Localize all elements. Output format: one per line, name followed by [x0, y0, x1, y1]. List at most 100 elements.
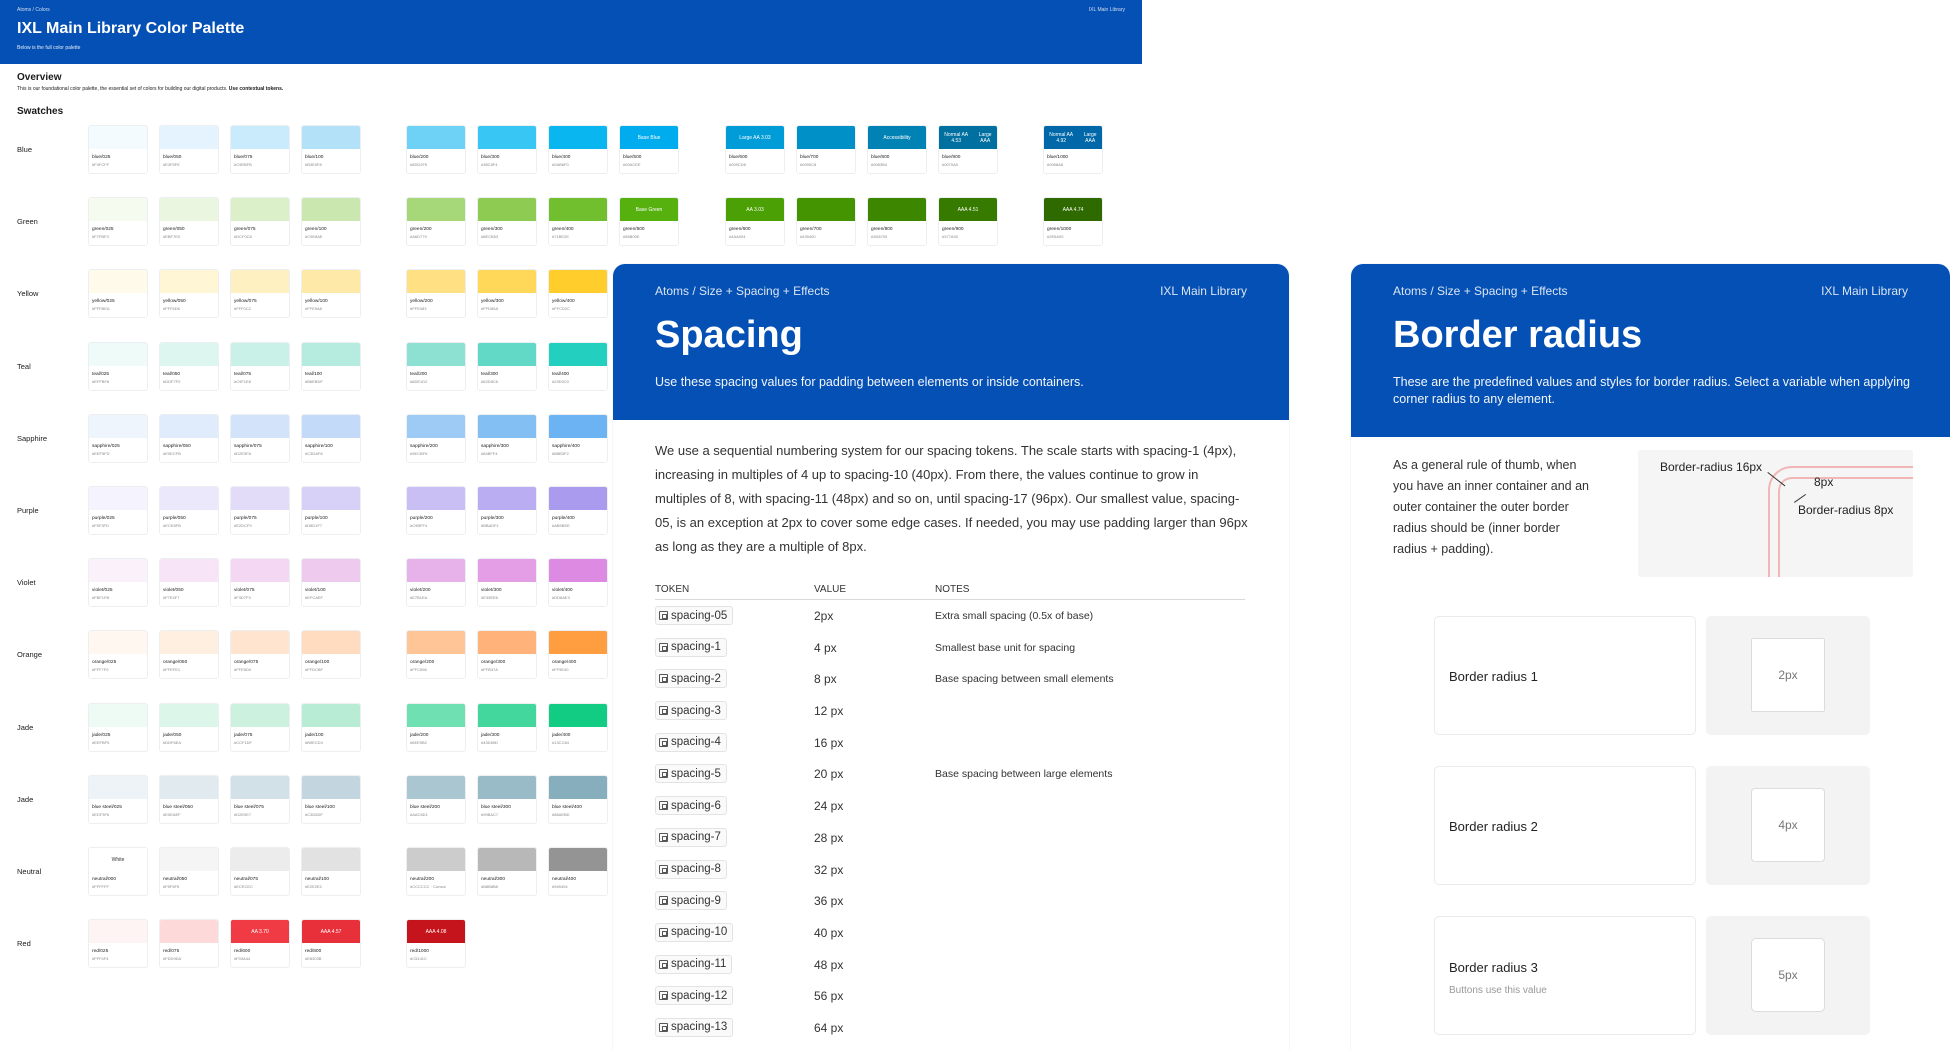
color-swatch[interactable]: violet/300 #E39EE6: [477, 558, 537, 608]
color-swatch[interactable]: teal/400 #23D0C0: [548, 341, 608, 391]
color-swatch[interactable]: blue/700 #0090C8: [796, 125, 856, 174]
color-swatch[interactable]: blue steel/100 #C3D6DF: [301, 774, 361, 824]
color-swatch[interactable]: violet/200 #E7B1EA: [406, 558, 466, 608]
color-swatch[interactable]: violet/075 #F3D7F3: [230, 558, 290, 608]
color-swatch[interactable]: sapphire/025 #EEF5FD: [88, 413, 148, 463]
color-swatch[interactable]: AAA 4.08 red/1000 #C5141C: [406, 919, 466, 969]
color-swatch[interactable]: sapphire/075 #D2E3FA: [230, 413, 290, 463]
breadcrumb[interactable]: Atoms / Size + Spacing + Effects: [655, 284, 830, 298]
color-swatch[interactable]: yellow/050 #FFF6D6: [159, 269, 219, 319]
color-swatch[interactable]: jade/050 #DDF6EA: [159, 702, 219, 752]
token-chip[interactable]: spacing-4: [655, 732, 727, 752]
color-swatch[interactable]: jade/300 #43D69D: [477, 702, 537, 752]
token-chip[interactable]: spacing-3: [655, 701, 727, 721]
color-swatch[interactable]: jade/025 #EEFBF5: [88, 702, 148, 752]
color-swatch[interactable]: neutral/075 #ECECEC: [230, 847, 290, 896]
color-swatch[interactable]: yellow/400 #FFCD2C: [548, 269, 608, 319]
color-swatch[interactable]: Base Blue blue/500 #00ACEE: [619, 125, 679, 174]
color-swatch[interactable]: violet/025 #FBF1FB: [88, 558, 148, 608]
color-swatch[interactable]: sapphire/300 #84BFF4: [477, 413, 537, 463]
color-swatch[interactable]: green/700 #439400: [796, 197, 856, 247]
color-swatch[interactable]: purple/075 #E2DCF9: [230, 486, 290, 535]
color-swatch[interactable]: orange/100 #FFDCBF: [301, 630, 361, 680]
color-swatch[interactable]: yellow/100 #FFE9A8: [301, 269, 361, 319]
token-chip[interactable]: spacing-12: [655, 986, 734, 1006]
color-swatch[interactable]: green/800 #3D8700: [867, 197, 927, 247]
token-chip[interactable]: spacing-5: [655, 764, 727, 784]
color-swatch[interactable]: orange/200 #FFC596: [406, 630, 466, 680]
color-swatch[interactable]: neutral/050 #F5F5F5: [159, 847, 219, 896]
token-chip[interactable]: spacing-05: [655, 606, 734, 625]
token-chip[interactable]: spacing-1: [655, 637, 727, 657]
color-swatch[interactable]: purple/200 #C9BFF4: [406, 486, 466, 535]
color-swatch[interactable]: green/400 #71BE2E: [548, 197, 608, 247]
color-swatch[interactable]: neutral/200 #CCCCCC · Consul: [406, 847, 466, 896]
breadcrumb[interactable]: Atoms / Colors: [17, 7, 50, 13]
color-swatch[interactable]: AA 3.03 green/600 #4AA004: [725, 197, 785, 247]
color-swatch[interactable]: jade/200 #6EE0B2: [406, 702, 466, 752]
color-swatch[interactable]: teal/300 #62D8C6: [477, 341, 537, 391]
color-swatch[interactable]: orange/075 #FFE5D0: [230, 630, 290, 680]
color-swatch[interactable]: Normal AA 4.92 Large AAA blue/1000 #0068A8: [1043, 125, 1103, 174]
color-swatch[interactable]: orange/050 #FFEFE1: [159, 630, 219, 680]
color-swatch[interactable]: jade/400 #13CC84: [548, 702, 608, 752]
color-swatch[interactable]: Base Green green/500 #56B00E: [619, 197, 679, 247]
color-swatch[interactable]: red/075 #FDD9DA: [159, 919, 219, 969]
color-swatch[interactable]: purple/025 #F5F3FD: [88, 486, 148, 535]
color-swatch[interactable]: Accessibility blue/800 #0083B4: [867, 125, 927, 174]
color-swatch[interactable]: violet/100 #EFCAEF: [301, 558, 361, 608]
color-swatch[interactable]: teal/025 #EFFBF8: [88, 341, 148, 391]
color-swatch[interactable]: blue steel/075 #D2E0E7: [230, 774, 290, 824]
color-swatch[interactable]: blue steel/300 #99BAC7: [477, 774, 537, 824]
color-swatch[interactable]: AAA 4.51 green/900 #377A00: [938, 197, 998, 247]
color-swatch[interactable]: blue steel/050 #E0EAEF: [159, 774, 219, 824]
color-swatch[interactable]: violet/400 #DD8AE3: [548, 558, 608, 608]
color-swatch[interactable]: AAA 4.57 red/800 #E8303B: [301, 919, 361, 969]
color-swatch[interactable]: teal/200 #8DE1D2: [406, 341, 466, 391]
color-swatch[interactable]: green/050 #EBF7E0: [159, 197, 219, 247]
color-swatch[interactable]: purple/400 #AB9BEE: [548, 486, 608, 535]
color-swatch[interactable]: purple/050 #ECE8FB: [159, 486, 219, 535]
color-swatch[interactable]: yellow/025 #FFFBEA: [88, 269, 148, 319]
color-swatch[interactable]: teal/050 #DDF7F0: [159, 341, 219, 391]
color-swatch[interactable]: purple/100 #D8D1F7: [301, 486, 361, 535]
color-swatch[interactable]: blue/075 #C9EBFB: [230, 125, 290, 174]
color-swatch[interactable]: sapphire/200 #9ECBF6: [406, 413, 466, 463]
color-swatch[interactable]: green/025 #F7FBF3: [88, 197, 148, 247]
color-swatch[interactable]: blue steel/400 #86AEBD: [548, 774, 608, 824]
color-swatch[interactable]: yellow/200 #FFE083: [406, 269, 466, 319]
color-swatch[interactable]: violet/050 #F7E4F7: [159, 558, 219, 608]
token-chip[interactable]: spacing-9: [655, 891, 727, 911]
token-chip[interactable]: spacing-13: [655, 1017, 734, 1037]
color-swatch[interactable]: orange/400 #FF9E40: [548, 630, 608, 680]
color-swatch[interactable]: blue/400 #0AB6F0: [548, 125, 608, 174]
color-swatch[interactable]: AA 3.70 red/600 #F03A44: [230, 919, 290, 969]
token-chip[interactable]: spacing-8: [655, 859, 727, 879]
color-swatch[interactable]: purple/300 #BBADF1: [477, 486, 537, 535]
color-swatch[interactable]: AAA 4.74 green/1000 #2E6A00: [1043, 197, 1103, 247]
color-swatch[interactable]: jade/100 #B9ECD4: [301, 702, 361, 752]
color-swatch[interactable]: blue steel/025 #EDF3F6: [88, 774, 148, 824]
color-swatch[interactable]: yellow/075 #FFF0C2: [230, 269, 290, 319]
color-swatch[interactable]: blue/050 #E3F5FE: [159, 125, 219, 174]
color-swatch[interactable]: teal/100 #B6EBDF: [301, 341, 361, 391]
breadcrumb[interactable]: Atoms / Size + Spacing + Effects: [1393, 284, 1568, 298]
color-swatch[interactable]: neutral/100 #E2E2E2: [301, 847, 361, 896]
color-swatch[interactable]: jade/075 #CCF1DF: [230, 702, 290, 752]
color-swatch[interactable]: green/075 #DCF0C8: [230, 197, 290, 247]
token-chip[interactable]: spacing-6: [655, 796, 727, 816]
color-swatch[interactable]: orange/025 #FFF7F0: [88, 630, 148, 680]
color-swatch[interactable]: blue/300 #38C6F4: [477, 125, 537, 174]
color-swatch[interactable]: yellow/300 #FFD85A: [477, 269, 537, 319]
color-swatch[interactable]: teal/075 #C9F1E8: [230, 341, 290, 391]
token-chip[interactable]: spacing-7: [655, 827, 727, 847]
color-swatch[interactable]: Normal AA 4.53 Large AAA blue/900 #0070A0: [938, 125, 998, 174]
color-swatch[interactable]: orange/300 #FFB37A: [477, 630, 537, 680]
token-chip[interactable]: spacing-11: [655, 954, 733, 974]
token-chip[interactable]: spacing-2: [655, 669, 727, 689]
color-swatch[interactable]: green/100 #C9E8AE: [301, 197, 361, 247]
color-swatch[interactable]: sapphire/400 #6BB3F2: [548, 413, 608, 463]
color-swatch[interactable]: blue/100 #B3E0F8: [301, 125, 361, 174]
color-swatch[interactable]: sapphire/050 #E0ECFB: [159, 413, 219, 463]
color-swatch[interactable]: green/200 #A6D779: [406, 197, 466, 247]
